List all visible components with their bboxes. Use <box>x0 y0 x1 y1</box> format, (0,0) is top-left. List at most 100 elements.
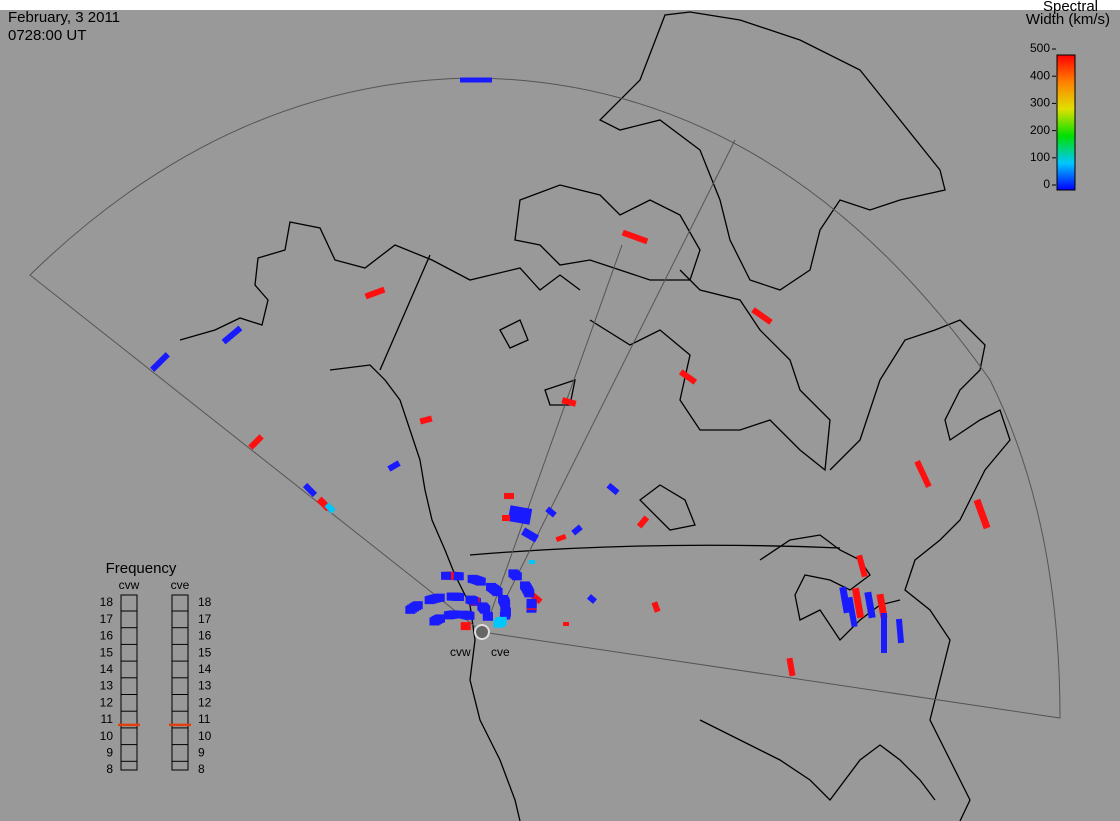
echo <box>424 596 435 605</box>
echo <box>895 618 905 644</box>
echo <box>881 613 887 653</box>
echo <box>563 622 569 626</box>
echo <box>441 571 452 580</box>
frequency-tick-label: 8 <box>198 762 205 776</box>
coastline <box>514 184 701 281</box>
echo <box>786 657 796 677</box>
frequency-tick-label: 13 <box>100 679 114 693</box>
time: 0728:00 UT <box>8 27 86 44</box>
coastline <box>699 719 936 801</box>
echo <box>486 582 497 591</box>
colorbar-tick-label: 400 <box>1030 68 1050 82</box>
frequency-tick-label: 15 <box>100 645 114 659</box>
frequency-tick-label: 18 <box>198 595 212 609</box>
coastline <box>589 269 831 472</box>
frequency-box <box>171 594 189 771</box>
colorbar-tick-label: 200 <box>1030 123 1050 137</box>
frequency-box <box>120 594 138 771</box>
frequency-tick-label: 12 <box>100 695 114 709</box>
radar-fan <box>29 77 1061 719</box>
echo <box>446 592 457 601</box>
echo <box>973 498 991 530</box>
echo <box>150 352 170 372</box>
frequency-tick-label: 14 <box>100 662 114 676</box>
frequency-tick-label: 12 <box>198 695 212 709</box>
echo <box>248 434 264 450</box>
colorbar-tick-label: 100 <box>1030 150 1050 164</box>
frequency-tick-label: 13 <box>198 679 212 693</box>
echo <box>621 229 649 245</box>
echo <box>846 596 858 628</box>
echo <box>526 598 537 607</box>
frequency-tick-label: 18 <box>100 595 114 609</box>
frequency-tick-label: 11 <box>101 712 114 726</box>
frequency-tick-label: 16 <box>198 629 212 643</box>
echo <box>221 325 243 345</box>
colorbar-tick-label: 300 <box>1030 96 1050 110</box>
echo <box>521 527 539 543</box>
echo <box>460 77 492 83</box>
echo <box>405 605 416 614</box>
echo <box>302 482 318 498</box>
echo <box>555 533 567 543</box>
radar-name: cve <box>171 578 190 592</box>
echo <box>751 307 773 325</box>
echo <box>839 586 851 614</box>
echo <box>477 602 488 611</box>
fan-outline <box>29 77 1061 719</box>
echo <box>459 610 470 619</box>
echo <box>429 617 440 626</box>
echo <box>508 569 519 578</box>
echo <box>864 591 876 619</box>
colorbar-ticks: 0 100 200 300 400 500 <box>1030 41 1056 191</box>
top-strip <box>0 0 1120 10</box>
coastline <box>329 364 521 821</box>
echo <box>561 397 577 407</box>
echo <box>856 554 868 578</box>
echo <box>606 482 620 496</box>
colorbar-title: Spectral <box>1043 0 1098 15</box>
frequency-tick-label: 15 <box>198 645 212 659</box>
echo <box>443 611 454 620</box>
radar-name: cvw <box>119 578 140 592</box>
echo <box>851 587 865 619</box>
coastline <box>179 221 581 341</box>
echo <box>496 616 507 625</box>
echo <box>545 506 557 518</box>
colorbar <box>1056 54 1076 191</box>
echo <box>364 286 386 300</box>
coastline <box>829 319 1011 821</box>
colorbar-tick-label: 500 <box>1030 41 1050 55</box>
echo <box>587 594 597 604</box>
colorbar-tick-label: 0 <box>1043 177 1050 191</box>
frequency-tick-label: 14 <box>198 662 212 676</box>
echo <box>482 611 493 620</box>
coastlines <box>179 11 1011 821</box>
frequency-tick-label: 16 <box>100 629 114 643</box>
coastline <box>379 254 841 556</box>
echoes <box>150 77 991 677</box>
frequency-tick-label: 17 <box>100 612 114 626</box>
echo <box>678 369 698 385</box>
echo <box>876 593 888 619</box>
echo <box>419 415 433 425</box>
echo <box>465 595 476 604</box>
radar-site <box>474 624 490 640</box>
echo <box>387 460 401 472</box>
echo <box>507 505 533 525</box>
date: February, 3 2011 <box>8 9 120 26</box>
frequency-tick-label: 11 <box>198 712 211 726</box>
frequency-title: Frequency <box>106 560 177 577</box>
coastline <box>759 534 901 642</box>
frequency-tick-label: 17 <box>198 612 212 626</box>
echo <box>500 607 511 616</box>
station-label: cve <box>491 645 510 659</box>
echo <box>460 622 471 631</box>
echo <box>498 594 509 603</box>
frequency-tick-label: 9 <box>106 745 113 759</box>
echo <box>502 515 510 521</box>
station-label: cvw <box>450 645 471 659</box>
frequency-tick-label: 8 <box>106 762 113 776</box>
